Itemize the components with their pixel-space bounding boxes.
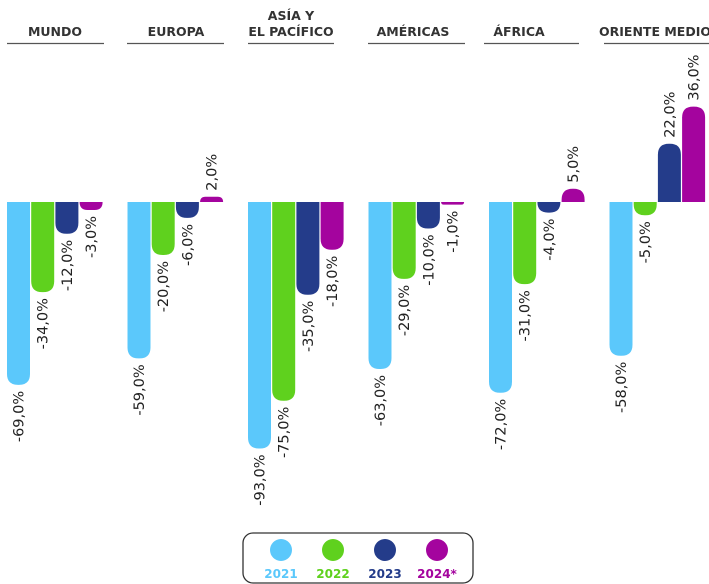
data-label: 36,0%: [687, 55, 703, 101]
legend-box: [242, 532, 474, 584]
value-labels: -69,0% -59,0% -93,0% -63,0% -72,0% -58,0% -34,…: [12, 55, 703, 506]
legend: 2021 2022 2023 2024*: [242, 532, 474, 584]
bar-2024-2: [320, 202, 344, 250]
bar-2023-2: [296, 202, 320, 295]
data-label: -3,0%: [84, 216, 100, 258]
legend-swatch: [322, 539, 344, 561]
data-label: -6,0%: [180, 224, 196, 266]
region-label: ASÍA Y: [268, 8, 315, 23]
region-label: ORIENTE MEDIO: [599, 24, 709, 39]
data-label: -75,0%: [277, 407, 293, 458]
data-label: -69,0%: [12, 391, 28, 442]
bar-2024-5: [682, 106, 706, 202]
bar-2023-0: [55, 202, 79, 234]
data-label: -18,0%: [325, 256, 341, 307]
bar-2022-3: [392, 202, 416, 279]
bar-2022-0: [31, 202, 55, 293]
data-label: -12,0%: [60, 240, 76, 291]
bars: [7, 106, 706, 449]
region-headers: MUNDO EUROPA ASÍA YEL PACÍFICO AMÉRICAS ÁFRI…: [7, 8, 709, 45]
data-label: -10,0%: [421, 235, 437, 286]
bar-2022-1: [151, 202, 175, 255]
legend-swatch: [426, 539, 448, 561]
legend-swatch: [270, 539, 292, 561]
data-label: -31,0%: [518, 290, 534, 341]
bar-2024-0: [79, 202, 103, 210]
data-label: 5,0%: [566, 146, 582, 183]
bar-2023-5: [657, 143, 681, 202]
data-label: -35,0%: [301, 301, 317, 352]
legend-label: 2022: [316, 567, 349, 581]
bar-2023-1: [175, 202, 199, 218]
bar-2023-3: [416, 202, 440, 229]
region-label: EUROPA: [148, 24, 205, 39]
bar-2022-2: [272, 202, 296, 401]
data-label: 22,0%: [662, 92, 678, 138]
region-label: MUNDO: [28, 24, 82, 39]
data-label: -63,0%: [373, 375, 389, 426]
legend-label: 2021: [264, 567, 297, 581]
bar-2021-1: [127, 202, 151, 359]
data-label: -58,0%: [614, 362, 630, 413]
data-label: -29,0%: [397, 285, 413, 336]
region-label: EL PACÍFICO: [248, 24, 333, 39]
data-label: -72,0%: [494, 399, 510, 450]
bar-2021-0: [7, 202, 30, 385]
bar-2021-3: [368, 202, 392, 369]
bar-2024-4: [561, 188, 585, 202]
data-label: -93,0%: [253, 454, 269, 505]
bar-2021-2: [248, 202, 271, 449]
region-label: AMÉRICAS: [377, 24, 450, 39]
legend-label: 2023: [368, 567, 401, 581]
data-label: -5,0%: [638, 221, 654, 263]
legend-label: 2024*: [417, 567, 457, 581]
bar-2022-4: [513, 202, 537, 285]
legend-swatch: [374, 539, 396, 561]
data-label: -59,0%: [132, 364, 148, 415]
bar-2021-5: [609, 202, 633, 356]
data-label: -4,0%: [542, 219, 558, 261]
data-label: -20,0%: [156, 261, 172, 312]
bar-2023-4: [537, 202, 561, 213]
bar-2024-3: [441, 202, 465, 205]
region-label: ÁFRICA: [493, 24, 545, 39]
bar-2021-4: [489, 202, 512, 393]
bar-2022-5: [633, 202, 657, 216]
data-label: -34,0%: [36, 298, 52, 349]
data-label: -1,0%: [446, 211, 462, 253]
bar-2024-1: [200, 196, 224, 202]
data-label: 2,0%: [205, 154, 221, 191]
